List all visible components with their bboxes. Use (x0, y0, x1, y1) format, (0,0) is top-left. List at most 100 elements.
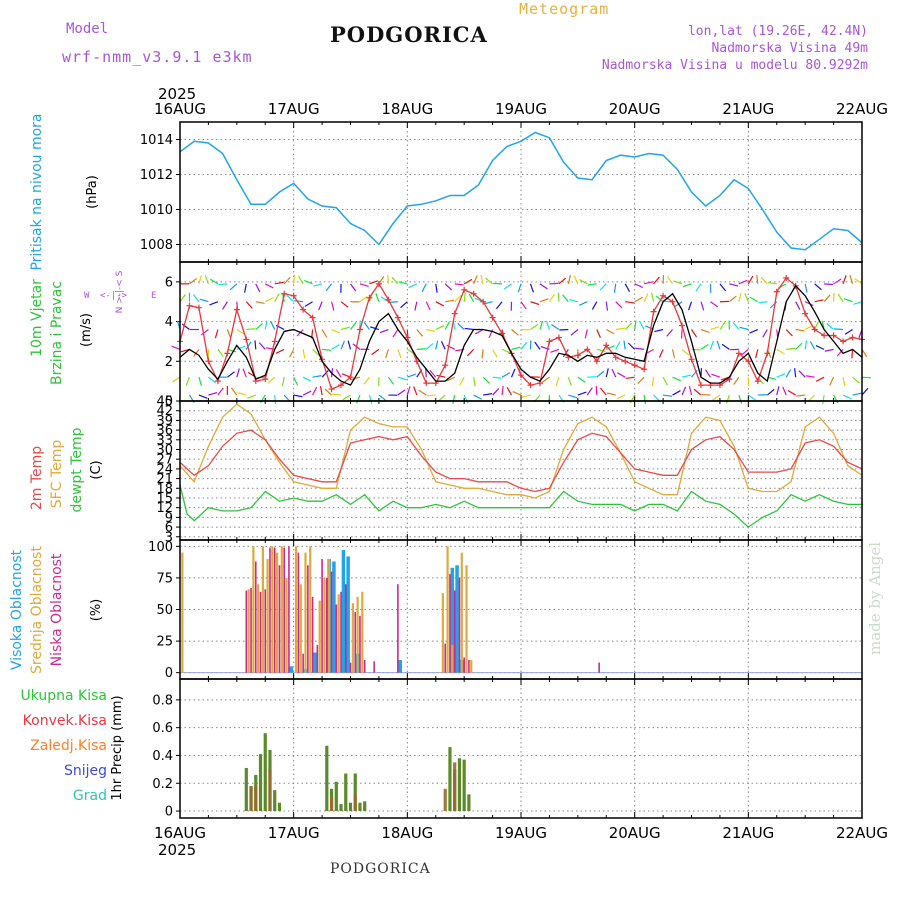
wind-direction-arrow (321, 329, 328, 338)
wind-direction-arrow (492, 349, 498, 358)
wind-direction-arrow (716, 340, 721, 350)
wind-direction-arrow (624, 283, 631, 293)
wind-direction-arrow (229, 283, 238, 291)
elevation-label: Nadmorska Visina 49m (711, 41, 868, 56)
wind-direction-arrow (319, 386, 323, 396)
wind-gust-marker (262, 376, 269, 383)
wind-direction-arrow (541, 376, 550, 383)
precip-total-bar (258, 754, 263, 812)
wind-gust-marker (480, 298, 487, 305)
wind-direction-arrow (193, 294, 200, 303)
footer-station-label: PODGORICA (330, 861, 431, 877)
wind-direction-arrow (275, 348, 285, 354)
wind-gust-marker (338, 382, 345, 389)
wind-direction-arrow (359, 295, 368, 303)
wind-direction-arrow (318, 301, 323, 311)
wind-direction-arrow (304, 301, 313, 307)
wind-direction-arrow (842, 394, 852, 400)
precip-convective-bar (254, 786, 258, 812)
cloud-bar-srednja (337, 594, 340, 673)
compass-arrow-ew: <-|-> (100, 291, 128, 301)
wind-direction-arrow (662, 394, 673, 397)
wind-direction-arrow (512, 390, 522, 396)
wind-direction-arrow (704, 369, 711, 378)
wind-direction-arrow (639, 321, 645, 330)
wind-direction-arrow (236, 345, 246, 350)
wind-direction-arrow (567, 274, 571, 284)
wind-direction-arrow (591, 301, 598, 310)
y-tick-label: 3 (165, 530, 173, 545)
wind-direction-arrow (340, 301, 349, 308)
wind-direction-arrow (492, 376, 502, 379)
wind-direction-arrow (605, 368, 609, 378)
y-tick-label: 15 (156, 491, 173, 506)
wind-direction-arrow (350, 283, 357, 292)
wind-direction-arrow (530, 323, 539, 331)
wind-direction-arrow (387, 376, 395, 385)
precip-total-bar (457, 758, 462, 812)
wind-direction-arrow (804, 283, 808, 293)
temp2m-label: 2m Temp (29, 446, 45, 510)
wind-direction-arrow (283, 276, 291, 285)
wind-direction-arrow (245, 301, 253, 309)
wind-gust-marker (347, 374, 354, 381)
wind-direction-arrow (517, 283, 522, 293)
coordinates-label: lon,lat (19.26E, 42.4N) (687, 24, 868, 39)
wind-gust-marker (660, 292, 667, 299)
wind-direction-arrow (545, 320, 550, 330)
wind-gust-marker (546, 338, 553, 345)
wind-gust-marker (631, 362, 638, 369)
wind-direction-arrow (413, 386, 418, 396)
cloud-bar-visoka (346, 556, 350, 673)
cloud-bar-srednja (446, 546, 449, 673)
y-tick-label: 39 (156, 414, 173, 429)
wind-direction-arrow (732, 322, 740, 330)
precip-legend-label: Grad (73, 788, 107, 804)
wind-direction-arrow (359, 283, 369, 288)
wind-direction-arrow (795, 342, 803, 350)
cloud-unit-label: (%) (89, 599, 104, 622)
wind-direction-arrow (495, 301, 503, 310)
cloud-bar-niska (278, 565, 281, 673)
wind-gust-marker (641, 366, 648, 373)
wind-direction-arrow (475, 328, 484, 335)
temperature-unit-label: (C) (89, 460, 104, 479)
wind-direction-arrow (293, 274, 296, 284)
wind-direction-arrow (637, 376, 645, 384)
wind-direction-arrow (596, 370, 605, 378)
wind-direction-arrow (615, 341, 621, 350)
wind-direction-arrow (756, 274, 759, 284)
wind-direction-arrow (408, 283, 418, 289)
cloud-bar-niska (259, 591, 262, 673)
x-bottom-tick-label: 18AUG (381, 824, 433, 842)
wind-direction-arrow (625, 376, 635, 380)
y-tick-label: 100 (148, 540, 173, 555)
wind-direction-arrow (312, 348, 320, 356)
compass-ns-arrow: N >-|-< S (115, 270, 125, 313)
wind-direction-arrow (200, 329, 209, 336)
cloud-bar-niska (250, 588, 252, 673)
wind-direction-arrow (562, 294, 569, 303)
cloud-bar-niska (598, 662, 600, 673)
wind-direction-arrow (596, 329, 601, 338)
wind-direction-arrow (370, 326, 380, 331)
wind-direction-arrow (445, 299, 455, 303)
y-tick-label: 0 (165, 395, 173, 410)
wind-direction-arrow (605, 301, 609, 311)
wind-gust-marker (328, 386, 335, 393)
cloud-bar-niska (264, 589, 267, 673)
cloud-bar-niska (344, 584, 347, 673)
cloud-bar-niska (269, 547, 271, 673)
precip-panel: 0 0.2 0.4 0.6 0.8 Ukupna Kisa Konvek.Kisa Zaled… (20, 678, 888, 859)
wind-direction-arrow (425, 301, 431, 311)
precip-total-bar (273, 790, 277, 812)
cloud-bar-visoka (332, 561, 336, 673)
wind-direction-arrow (550, 348, 560, 353)
wind-direction-arrow (655, 295, 664, 303)
wind-direction-arrow (837, 293, 844, 303)
wind-direction-arrow (313, 283, 323, 287)
cloud-bar-srednja (181, 552, 184, 673)
wind-direction-arrow (833, 278, 842, 285)
wind-direction-arrow (666, 329, 674, 337)
wind-gust-marker (830, 332, 837, 339)
